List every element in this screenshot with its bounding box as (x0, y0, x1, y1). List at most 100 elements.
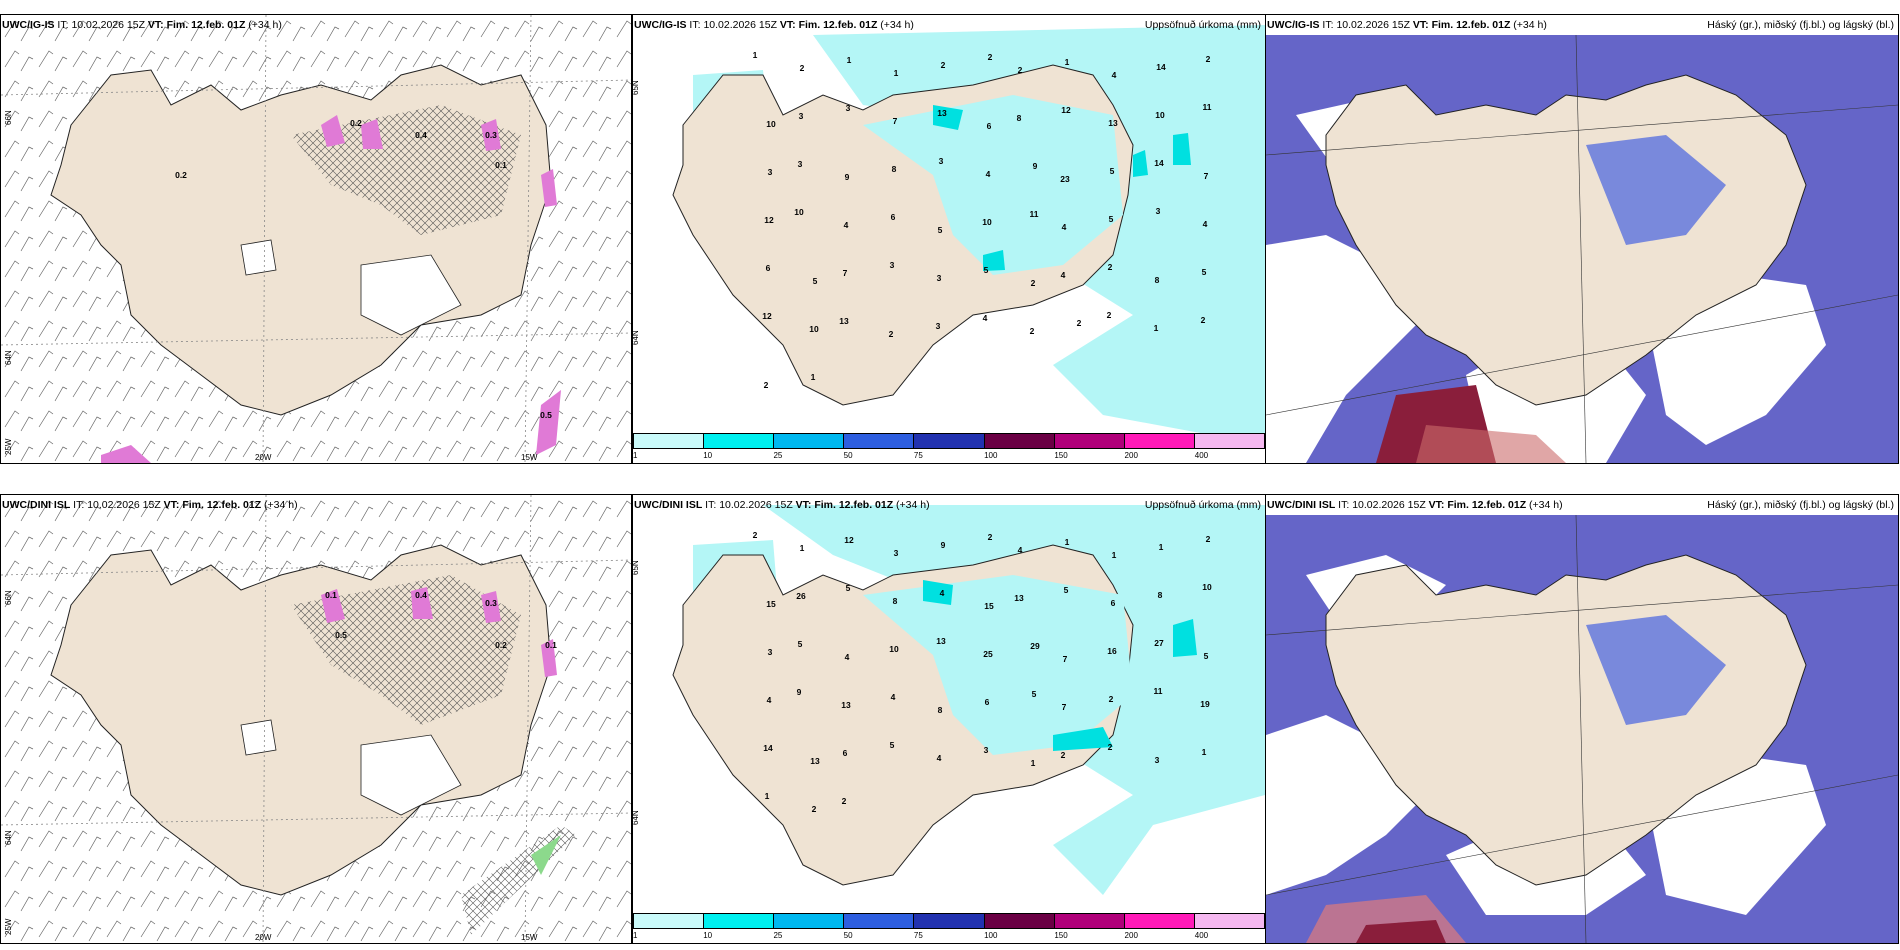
precip-point-label: 1 (799, 543, 805, 553)
point-label: 0.4 (415, 130, 427, 140)
vt-label: VT: (163, 499, 180, 511)
colorbar-label: 75 (913, 451, 923, 460)
colorbar-label: 1 (633, 931, 638, 940)
precip-map-top (672, 25, 1265, 445)
precip-point-label: 2 (1029, 326, 1035, 336)
it-value: 10.02.2026 15Z (71, 19, 145, 31)
colorbar-bottom (633, 913, 1265, 929)
precip-point-label: 1 (752, 50, 758, 60)
model-name: UWC/DINI ISL (1267, 499, 1336, 511)
lead-time: (+34 h) (248, 19, 282, 31)
colorbar-segment (704, 434, 775, 448)
it-label: IT: (73, 499, 85, 511)
it-label: IT: (1338, 499, 1350, 511)
precip-point-label: 12 (762, 311, 772, 321)
precip-point-label: 1 (1111, 550, 1117, 560)
precip-point-label: 5 (1203, 651, 1209, 661)
model-name: UWC/IG-IS (1267, 19, 1320, 31)
precip-point-label: 4 (844, 652, 850, 662)
precip-point-label: 3 (889, 260, 895, 270)
precip-point-label: 14 (763, 743, 773, 753)
precip-panel-top: UWC/IG-IS IT: 10.02.2026 15Z VT: Fim. 12… (632, 14, 1266, 464)
precip-point-label: 2 (1107, 262, 1113, 272)
precip-point-label: 2 (841, 796, 847, 806)
vt-value: Fim. 12.feb. 01Z (182, 499, 262, 511)
precip-point-label: 4 (890, 692, 896, 702)
precip-point-label: 7 (1062, 654, 1068, 664)
model-name: UWC/DINI ISL (634, 499, 703, 511)
wind-header-bottom: UWC/DINI ISL IT: 10.02.2026 15Z VT: Fim.… (2, 499, 298, 511)
lon-label: 15W (521, 453, 538, 462)
colorbar-segment (1194, 434, 1264, 448)
precip-point-label: 13 (1014, 593, 1024, 603)
precip-point-label: 8 (891, 164, 897, 174)
cloud-map-bottom (1266, 514, 1898, 943)
precip-point-label: 5 (1063, 585, 1069, 595)
precip-point-label: 5 (1031, 689, 1037, 699)
precip-point-label: 16 (1107, 646, 1117, 656)
precip-point-label: 15 (766, 599, 776, 609)
precip-point-label: 4 (766, 695, 772, 705)
colorbar-label: 100 (984, 451, 998, 460)
colorbar-label: 10 (703, 451, 713, 460)
point-label: 0.4 (415, 590, 427, 600)
wind-panel-bottom: UWC/DINI ISL IT: 10.02.2026 15Z VT: Fim.… (0, 494, 632, 944)
precip-point-label: 10 (889, 644, 899, 654)
precip-point-label: 2 (763, 380, 769, 390)
point-label: 0.3 (485, 130, 497, 140)
colorbar-segment (1124, 434, 1195, 448)
precip-point-label: 5 (812, 276, 818, 286)
precip-point-label: 10 (1202, 582, 1212, 592)
precip-point-label: 14 (1154, 158, 1164, 168)
precip-point-label: 25 (983, 649, 993, 659)
precip-point-label: 12 (764, 215, 774, 225)
precip-point-label: 2 (1205, 534, 1211, 544)
precip-point-label: 4 (1111, 70, 1117, 80)
precip-point-label: 4 (1202, 219, 1208, 229)
colorbar-segment (774, 434, 845, 448)
it-label: IT: (689, 19, 701, 31)
vt-value: Fim. 12.feb. 01Z (798, 19, 878, 31)
colorbar-segment (844, 914, 915, 928)
precip-point-label: 2 (987, 52, 993, 62)
lon-label: 15W (521, 933, 538, 942)
it-label: IT: (57, 19, 69, 31)
precip-point-label: 13 (1108, 118, 1118, 128)
precip-point-label: 2 (799, 63, 805, 73)
colorbar-label: 400 (1194, 451, 1209, 460)
lon-label: 25W (4, 438, 13, 455)
precip-point-label: 5 (1108, 214, 1114, 224)
precip-point-label: 9 (796, 687, 802, 697)
precip-point-label: 4 (939, 588, 945, 598)
point-label: 0.1 (325, 590, 337, 600)
colorbar-segment (1054, 434, 1125, 448)
precip-point-label: 5 (983, 265, 989, 275)
precip-point-label: 4 (1017, 545, 1023, 555)
cloud-map-top (1266, 34, 1898, 463)
colorbar-label: 150 (1054, 451, 1068, 460)
vt-value: Fim. 12.feb. 01Z (166, 19, 246, 31)
precip-point-label: 5 (889, 740, 895, 750)
colorbar-segment (914, 434, 985, 448)
colorbar-top (633, 433, 1265, 449)
precip-point-label: 23 (1060, 174, 1070, 184)
precip-point-label: 1 (1064, 57, 1070, 67)
model-name: UWC/IG-IS (634, 19, 687, 31)
precip-point-label: 6 (984, 697, 990, 707)
wind-map-bottom (1, 495, 631, 943)
lat-label: 66N (4, 590, 13, 605)
precip-point-label: 7 (1203, 171, 1209, 181)
precip-point-label: 3 (938, 156, 944, 166)
point-label: 0.3 (485, 598, 497, 608)
precip-point-label: 1 (893, 68, 899, 78)
precip-point-label: 13 (936, 636, 946, 646)
precip-point-label: 2 (811, 804, 817, 814)
precip-point-label: 6 (842, 748, 848, 758)
precip-point-label: 3 (767, 167, 773, 177)
precip-point-label: 12 (1061, 105, 1071, 115)
precip-point-label: 27 (1154, 638, 1164, 648)
precip-point-label: 1 (764, 791, 770, 801)
vt-value: Fim. 12.feb. 01Z (1447, 499, 1527, 511)
colorbar-segment (1054, 914, 1125, 928)
precip-point-label: 11 (1202, 102, 1212, 112)
